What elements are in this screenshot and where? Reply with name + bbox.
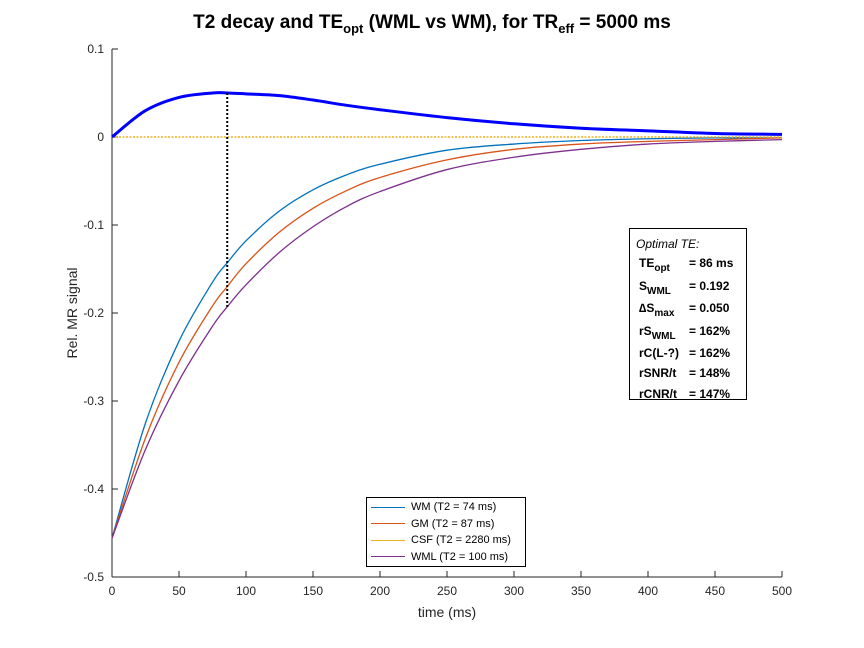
series-line-signal-difference — [111, 91, 783, 139]
x-tick-label: 150 — [303, 584, 323, 598]
x-tick-label: 0 — [109, 584, 116, 598]
info-row: rC(L-?) = 162% — [639, 346, 730, 360]
legend-swatch — [371, 556, 405, 557]
info-row-label: rC(L-?) — [639, 346, 679, 360]
series-line-wml — [111, 138, 783, 539]
x-tick-label: 250 — [437, 584, 457, 598]
legend: WM (T2 = 74 ms) GM (T2 = 87 ms) CSF (T2 = … — [366, 497, 526, 567]
chart-title: T2 decay and TEopt (WML vs WM), for TRef… — [193, 12, 671, 36]
legend-swatch — [371, 523, 405, 524]
info-row-value: = 86 ms — [689, 256, 734, 270]
x-tick-label: 50 — [172, 584, 186, 598]
optimal-te-info-box: Optimal TE: TEopt = 86 ms SWML = 0.192 ∆Smax… — [629, 228, 747, 401]
info-row-label: SWML — [639, 279, 671, 297]
info-row-label: TEopt — [639, 256, 670, 274]
x-tick-label: 100 — [236, 584, 256, 598]
info-row: TEopt = 86 ms — [639, 256, 733, 274]
x-tick-label: 200 — [370, 584, 390, 598]
info-row-label: ∆Smax — [639, 301, 675, 319]
y-tick-label: 0.1 — [87, 42, 104, 56]
series-line-wm — [111, 137, 783, 539]
info-row-value: = 147% — [689, 387, 731, 401]
y-tick-label: -0.2 — [83, 306, 104, 320]
info-row-value: = 0.050 — [689, 301, 730, 315]
info-row: SWML = 0.192 — [639, 279, 729, 297]
legend-item: GM (T2 = 87 ms) — [371, 516, 494, 532]
axes: 0 50 100 150 200 250 300 350 400 450 500 -0.5 -0.4 -0… — [83, 42, 792, 598]
info-row-value: = 162% — [689, 346, 731, 360]
y-tick-label: 0 — [97, 130, 104, 144]
y-tick-label: -0.3 — [83, 394, 104, 408]
y-axis-label: Rel. MR signal — [64, 267, 80, 359]
y-tick-label: -0.1 — [83, 218, 104, 232]
legend-item: WML (T2 = 100 ms) — [371, 549, 508, 565]
legend-label: GM (T2 = 87 ms) — [411, 517, 495, 530]
legend-label: CSF (T2 = 2280 ms) — [411, 534, 511, 546]
info-box-heading: Optimal TE: — [636, 237, 700, 251]
info-row-label: rCNR/t — [639, 387, 677, 401]
series-line-gm — [111, 137, 783, 539]
info-row-label: rSWML — [639, 324, 676, 342]
x-tick-label: 500 — [772, 584, 792, 598]
x-tick-label: 300 — [504, 584, 524, 598]
x-tick-label: 400 — [638, 584, 658, 598]
series-lines — [111, 91, 783, 539]
legend-item: WM (T2 = 74 ms) — [371, 499, 496, 515]
info-row: ∆Smax = 0.050 — [639, 301, 729, 319]
info-row-value: = 148% — [689, 366, 731, 380]
legend-label: WML (T2 = 100 ms) — [411, 550, 509, 563]
info-row-label: rSNR/t — [639, 366, 677, 380]
info-row-value: = 0.192 — [689, 279, 730, 293]
x-tick-label: 350 — [571, 584, 591, 598]
y-tick-label: -0.4 — [83, 482, 104, 496]
info-row: rCNR/t = 147% — [639, 387, 730, 401]
legend-swatch — [371, 506, 405, 508]
x-axis-label: time (ms) — [417, 604, 477, 620]
y-tick-label: -0.5 — [83, 570, 104, 584]
legend-item: CSF (T2 = 2280 ms) — [371, 532, 511, 548]
x-tick-label: 450 — [705, 584, 725, 598]
info-row: rSNR/t = 148% — [639, 366, 730, 380]
legend-swatch — [371, 539, 405, 541]
info-row: rSWML = 162% — [639, 324, 730, 342]
info-row-value: = 162% — [689, 324, 731, 338]
legend-label: WM (T2 = 74 ms) — [411, 501, 497, 513]
